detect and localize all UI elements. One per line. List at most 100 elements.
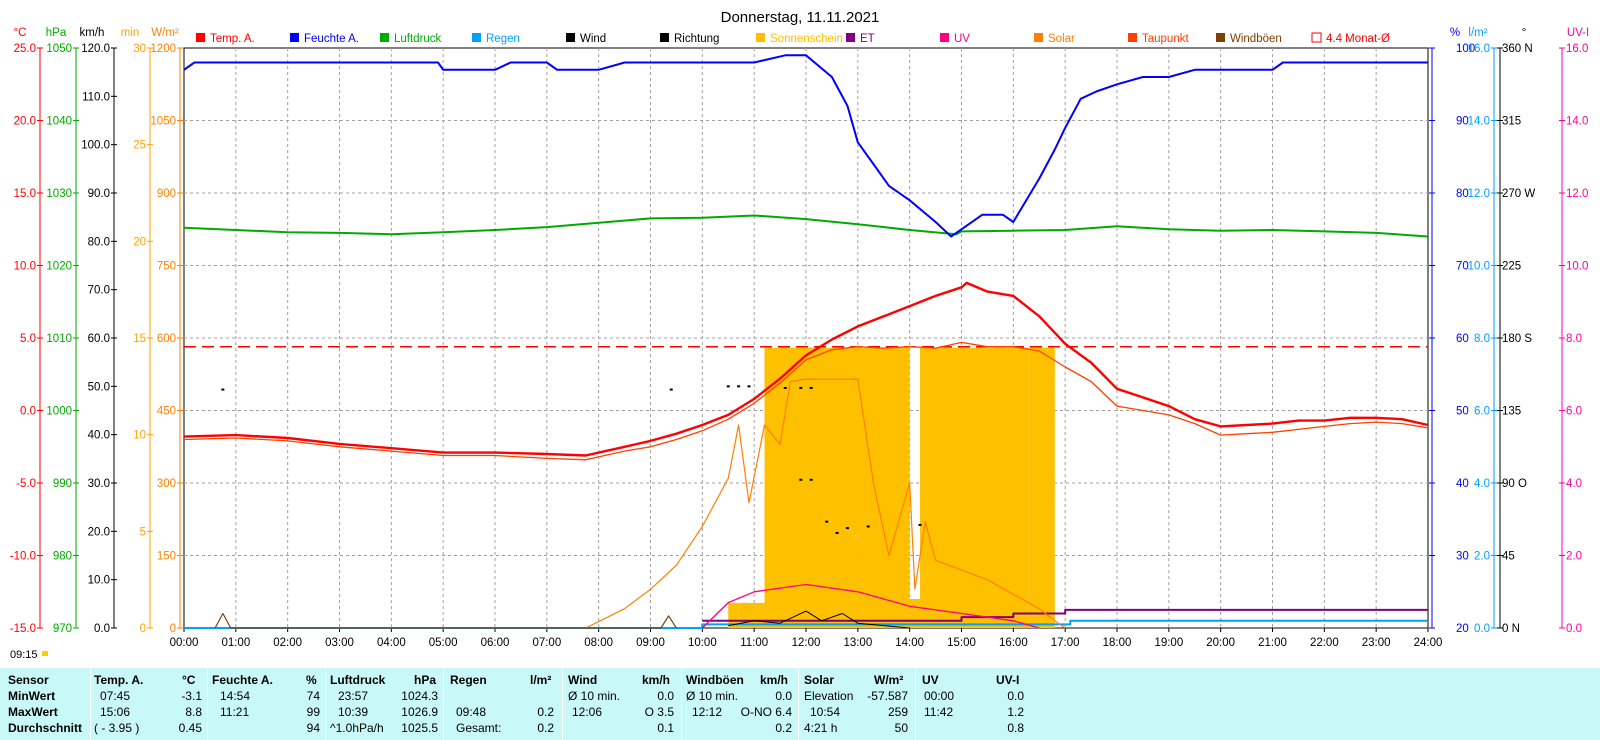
legend-swatch [380, 33, 389, 42]
legend-label: Solar [1048, 33, 1075, 45]
direction-point [726, 385, 730, 388]
axis-tick-label-direction: 45 [1502, 551, 1515, 563]
pressure-max-time: 10:39 [338, 705, 369, 719]
header-pressure: Luftdruck [330, 673, 386, 687]
header-rain: Regen [450, 673, 487, 687]
axis-tick-label-sunshine: 5 [140, 526, 146, 538]
direction-point [221, 388, 225, 391]
direction-point [737, 385, 741, 388]
direction-point [669, 388, 673, 391]
axis-tick-label-rain: 4.0 [1474, 478, 1490, 490]
header-sensor: Sensor [8, 673, 49, 687]
direction-point [918, 523, 922, 526]
rain-max-value: 0.2 [537, 705, 554, 719]
series-line-solar [585, 378, 1066, 629]
axis-tick-label-rain: 6.0 [1474, 406, 1490, 418]
x-tick-label: 22:00 [1310, 637, 1339, 649]
axis-tick-label-wind: 90.0 [88, 188, 110, 200]
header-gusts-unit: km/h [760, 673, 789, 687]
legend-swatch [1216, 33, 1225, 42]
header-temp: Temp. A. [94, 673, 144, 687]
row-label-avg: Durchschnitt [8, 721, 83, 735]
x-tick-label: 04:00 [377, 637, 406, 649]
wind-max-value: O 3.5 [644, 705, 674, 719]
axis-tick-label-wind: 70.0 [88, 285, 110, 297]
axis-tick-label-temp: -5.0 [16, 478, 36, 490]
header-temp-unit: °C [182, 673, 196, 687]
axis-tick-label-wind: 40.0 [88, 430, 110, 442]
axis-unit-direction: ° [1522, 27, 1527, 39]
axis-tick-label-uv: 12.0 [1566, 188, 1588, 200]
axis-tick-label-temp: 20.0 [14, 116, 36, 128]
humidity-max-value: 99 [306, 705, 320, 719]
solar-max-time: 10:54 [810, 705, 841, 719]
pressure-min-value: 1024.3 [401, 689, 438, 703]
x-tick-label: 00:00 [170, 637, 199, 649]
x-tick-label: 21:00 [1258, 637, 1287, 649]
direction-point [809, 478, 813, 481]
axis-tick-label-pressure: 1050 [46, 43, 72, 55]
axis-tick-label-rain: 14.0 [1468, 116, 1490, 128]
uv-max-time: 11:42 [924, 705, 954, 719]
series-line-regen [184, 619, 1428, 629]
uv-max-value: 1.2 [1007, 705, 1024, 719]
legend-swatch [756, 33, 765, 42]
axis-tick-label-temp: -10.0 [10, 551, 36, 563]
right-axes: 100 90 80 70 60 50 40 30 20% 16.0 14.0 12.0 10.0 8.0 6… [1429, 27, 1589, 635]
axis-unit-rain: l/m² [1468, 27, 1487, 39]
axis-tick-label-uv: 16.0 [1566, 43, 1588, 55]
axis-tick-label-uv: 6.0 [1566, 406, 1582, 418]
header-gusts: Windböen [686, 673, 744, 687]
axis-tick-label-pressure: 1030 [46, 188, 72, 200]
humidity-avg-value: 94 [306, 721, 320, 735]
axis-tick-label-sunshine: 10 [133, 430, 146, 442]
legend-label: UV [954, 33, 970, 45]
axis-tick-label-wind: 50.0 [88, 381, 110, 393]
series-line-wind [728, 610, 910, 629]
axis-tick-label-pressure: 970 [53, 623, 72, 635]
x-tick-label: 08:00 [584, 637, 613, 649]
series-line-luftdruck [183, 214, 1429, 238]
axis-tick-label-solar: 750 [157, 261, 176, 273]
x-tick-label: 20:00 [1206, 637, 1235, 649]
axis-tick-label-sunshine: 15 [133, 333, 146, 345]
start-time-marker [42, 651, 48, 656]
legend-swatch [1311, 32, 1322, 43]
uv-min-time: 00:00 [924, 689, 955, 703]
x-tick-label: 18:00 [1103, 637, 1132, 649]
weather-chart: Donnerstag, 11.11.2021 Temp. A. Feuchte A… [10, 9, 1589, 661]
axis-tick-label-solar: 900 [157, 188, 176, 200]
legend: Temp. A. Feuchte A. Luftdruck Regen Wind Rich… [196, 32, 1390, 45]
header-wind: Wind [568, 673, 598, 687]
x-tick-label: 10:00 [688, 637, 717, 649]
legend-swatch [940, 33, 949, 42]
axis-tick-label-temp: 10.0 [14, 261, 36, 273]
axis-tick-label-uv: 10.0 [1566, 261, 1588, 273]
x-tick-label: 14:00 [895, 637, 924, 649]
statistics-panel: Sensor MinWert MaxWert Durchschnitt Temp… [0, 668, 1600, 740]
axis-tick-label-direction: 180 S [1502, 333, 1532, 345]
direction-point [747, 385, 751, 388]
legend-swatch [846, 33, 855, 42]
header-wind-unit: km/h [642, 673, 671, 687]
axis-tick-label-solar: 150 [157, 551, 176, 563]
x-tick-label: 15:00 [947, 637, 976, 649]
axis-tick-label-temp: 0.0 [20, 406, 36, 418]
chart-title: Donnerstag, 11.11.2021 [721, 9, 880, 26]
x-tick-label: 24:00 [1414, 637, 1443, 649]
temp-max-value: 8.8 [185, 705, 202, 719]
axis-tick-label-solar: 1050 [150, 116, 176, 128]
gusts-avg-value: 0.2 [775, 721, 792, 735]
sunshine-bar [764, 347, 858, 628]
legend-swatch [196, 33, 205, 42]
axis-tick-label-humidity: 30 [1456, 551, 1469, 563]
temp-avg-value: 0.45 [178, 721, 202, 735]
uv-min-value: 0.0 [1007, 689, 1024, 703]
pressure-max-value: 1026.9 [401, 705, 438, 719]
sunshine-bar [857, 347, 910, 628]
pressure-min-time: 23:57 [338, 689, 369, 703]
axis-tick-label-sunshine: 20 [133, 236, 146, 248]
uv-avg-value: 0.8 [1007, 721, 1024, 735]
axis-unit-wind: km/h [80, 27, 105, 39]
plot-area [183, 54, 1429, 629]
